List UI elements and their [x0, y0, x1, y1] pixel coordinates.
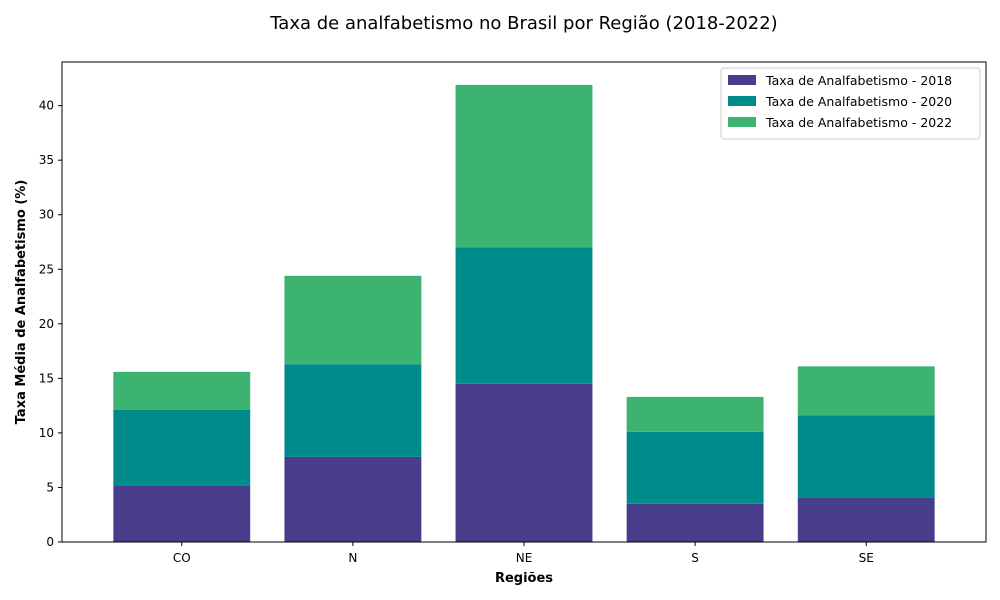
bar-ne-series-1	[455, 383, 593, 542]
y-tick-label: 10	[39, 426, 54, 440]
bar-n-series-1	[284, 456, 422, 542]
legend-label-1: Taxa de Analfabetismo - 2018	[765, 73, 952, 88]
bar-co-series-3	[113, 371, 251, 410]
legend-label-3: Taxa de Analfabetismo - 2022	[765, 115, 952, 130]
y-axis-label: Taxa Média de Analfabetismo (%)	[14, 180, 29, 425]
y-tick-label: 0	[46, 535, 54, 549]
legend-swatch-2	[728, 96, 756, 106]
bar-s-series-3	[626, 396, 764, 432]
bar-co-series-2	[113, 410, 251, 486]
bar-s-series-2	[626, 431, 764, 504]
bar-ne-series-3	[455, 84, 593, 248]
x-axis: CO N NE S SE	[173, 542, 874, 565]
bars-group	[113, 84, 935, 542]
y-axis: 0 5 10 15 20 25 30 35 40	[39, 99, 62, 549]
bar-co-series-1	[113, 485, 251, 542]
bar-n-series-3	[284, 275, 422, 365]
bar-ne-series-2	[455, 247, 593, 384]
legend-label-2: Taxa de Analfabetismo - 2020	[765, 94, 952, 109]
y-tick-label: 30	[39, 208, 54, 222]
y-tick-label: 5	[46, 480, 54, 494]
y-tick-label: 40	[39, 99, 54, 113]
x-tick-label-ne: NE	[516, 551, 533, 565]
y-tick-label: 25	[39, 262, 54, 276]
bar-se-series-2	[797, 415, 935, 498]
bar-n-series-2	[284, 364, 422, 457]
x-axis-label: Regiões	[495, 571, 553, 586]
x-tick-label-n: N	[348, 551, 357, 565]
bar-se-series-3	[797, 366, 935, 416]
y-tick-label: 15	[39, 371, 54, 385]
chart-title: Taxa de analfabetismo no Brasil por Regi…	[269, 13, 777, 34]
legend: Taxa de Analfabetismo - 2018 Taxa de Anal…	[720, 67, 981, 140]
x-tick-label-s: S	[691, 551, 699, 565]
bar-s-series-1	[626, 503, 764, 542]
legend-box	[720, 67, 981, 140]
y-tick-label: 35	[39, 153, 54, 167]
legend-swatch-3	[728, 117, 756, 127]
bar-se-series-1	[797, 497, 935, 542]
x-tick-label-se: SE	[859, 551, 874, 565]
legend-swatch-1	[728, 75, 756, 85]
y-tick-label: 20	[39, 317, 54, 331]
x-tick-label-co: CO	[173, 551, 191, 565]
